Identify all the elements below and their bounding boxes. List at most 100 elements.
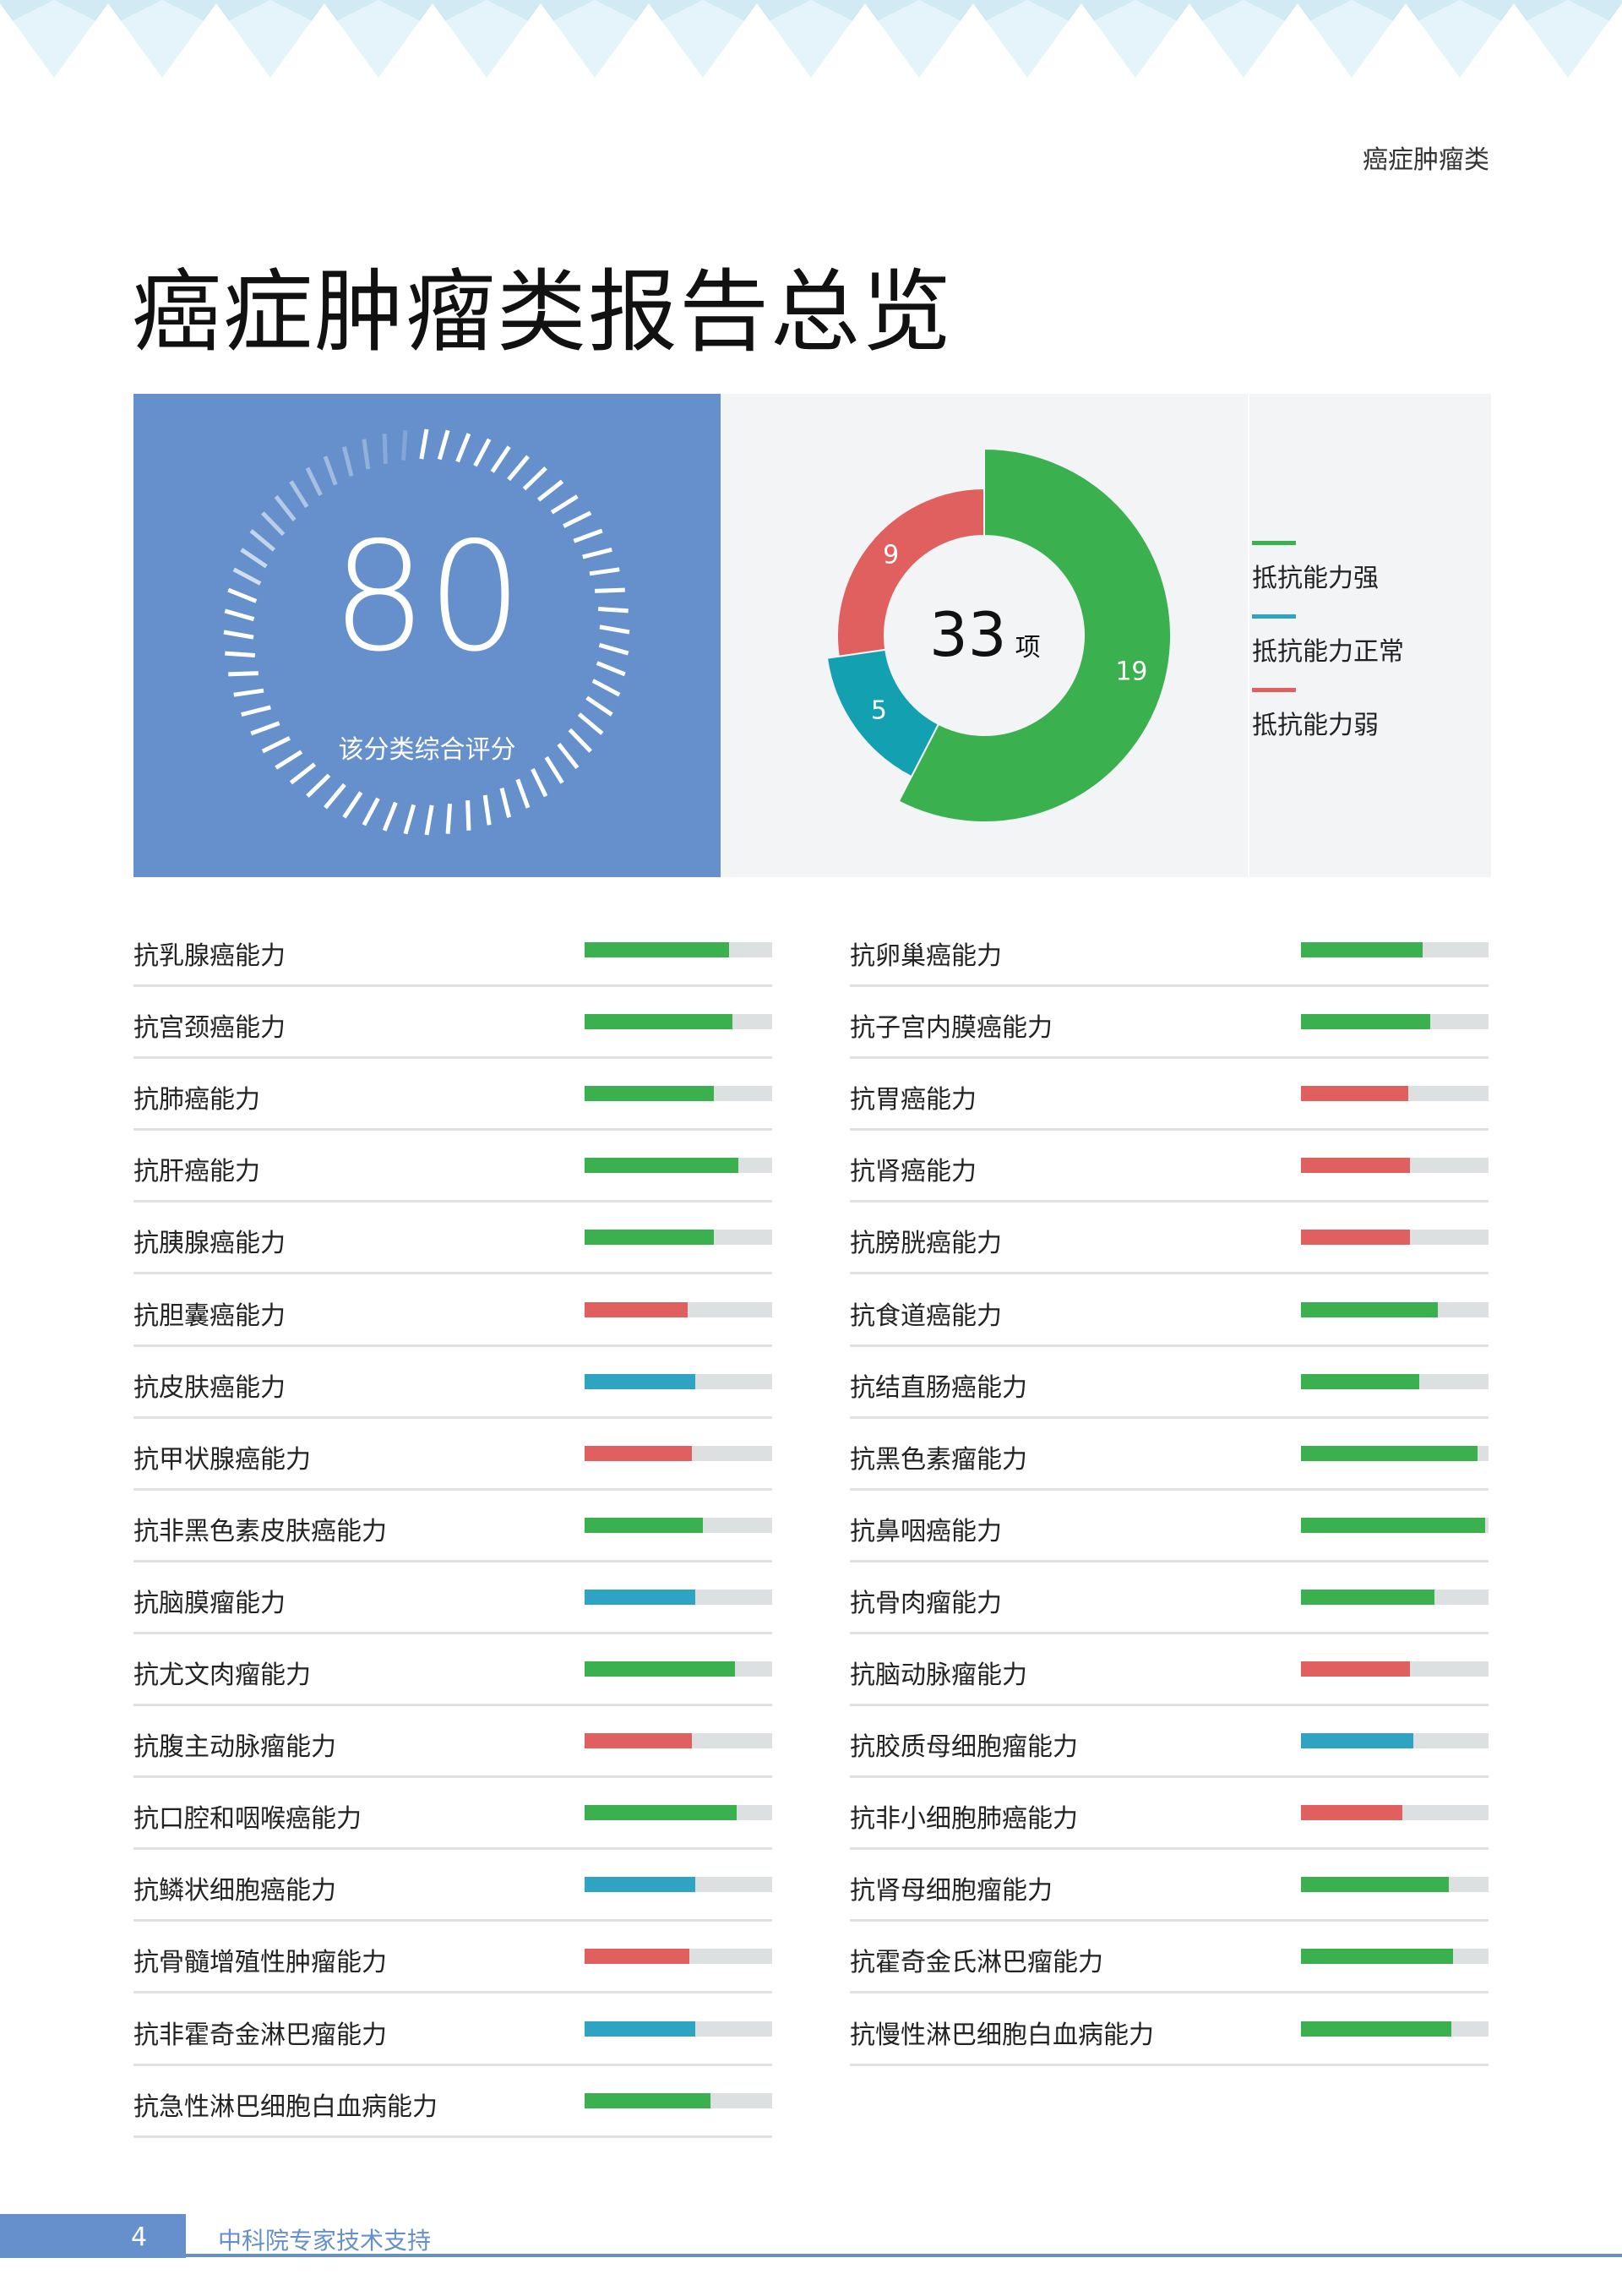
- gauge-tick: [305, 466, 323, 496]
- item-score-fill-strong: [585, 1014, 733, 1030]
- pattern-top-triangle: [1568, 0, 1622, 27]
- item-label: 抗宫颈癌能力: [133, 1013, 286, 1044]
- item-row: 抗鳞状细胞癌能力: [133, 1850, 772, 1922]
- pattern-white-triangle: [919, 3, 1027, 78]
- item-score-bar: [585, 2021, 772, 2037]
- panel-divider: [1248, 394, 1249, 877]
- item-score-bar: [585, 1158, 772, 1174]
- item-score-bar: [1301, 1877, 1489, 1893]
- gauge-tick: [550, 494, 579, 515]
- gauge-tick: [582, 547, 612, 559]
- item-score-bar: [1301, 1230, 1489, 1246]
- gauge-tick: [573, 528, 603, 543]
- item-score-fill-strong: [1301, 1301, 1439, 1317]
- donut-segment-normal: [825, 648, 940, 778]
- gauge-tick: [536, 479, 564, 502]
- item-score-bar: [1301, 1086, 1489, 1102]
- item-row: 抗宫颈癌能力: [133, 987, 772, 1060]
- item-row: 抗甲状腺癌能力: [133, 1419, 772, 1491]
- item-score-bar: [585, 1230, 772, 1246]
- item-score-bar: [1301, 1949, 1489, 1965]
- pattern-white-triangle: [1027, 3, 1135, 78]
- item-score-bar: [1301, 1733, 1489, 1749]
- gauge-tick: [240, 548, 268, 569]
- item-row: 抗子宫内膜癌能力: [850, 987, 1489, 1060]
- item-score-bar: [585, 1877, 772, 1893]
- item-row: 抗食道癌能力: [850, 1275, 1489, 1347]
- item-row: 抗肾母细胞瘤能力: [850, 1850, 1489, 1922]
- gauge-tick: [275, 750, 303, 770]
- total-value: 33: [929, 599, 1007, 670]
- item-score-bar: [585, 1014, 772, 1030]
- item-row: 抗慢性淋巴细胞白血病能力: [850, 1994, 1489, 2066]
- item-label: 抗肾母细胞瘤能力: [850, 1876, 1053, 1906]
- item-score-fill-weak: [1301, 1230, 1410, 1246]
- item-row: 抗肝癌能力: [133, 1131, 772, 1203]
- item-label: 抗鳞状细胞癌能力: [133, 1876, 336, 1906]
- item-score-fill-normal: [585, 1877, 695, 1893]
- item-score-fill-strong: [585, 1158, 739, 1174]
- gauge-tick: [490, 445, 511, 473]
- item-score-bar: [1301, 1445, 1489, 1461]
- item-label: 抗卵巢癌能力: [850, 941, 1002, 971]
- gauge-tick: [595, 587, 625, 593]
- item-row: 抗胶质母细胞瘤能力: [850, 1706, 1489, 1779]
- item-row: 抗口腔和咽喉癌能力: [133, 1778, 772, 1851]
- pattern-white-triangle: [1135, 3, 1244, 78]
- item-score-bar: [585, 1086, 772, 1102]
- gauge-tick: [544, 755, 564, 784]
- item-label: 抗乳腺癌能力: [133, 941, 286, 971]
- item-score-fill-strong: [1301, 1949, 1453, 1965]
- pattern-white-triangle: [595, 3, 703, 78]
- score-label: 该分类综合评分: [338, 735, 516, 765]
- gauge-tick: [223, 630, 254, 640]
- gauge-tick: [403, 804, 416, 835]
- item-score-fill-strong: [585, 1661, 735, 1677]
- item-row: 抗脑膜瘤能力: [133, 1562, 772, 1634]
- donut-segment-strong: [897, 447, 1172, 823]
- gauge-tick: [424, 804, 434, 836]
- pattern-white-triangle: [703, 3, 811, 78]
- item-score-bar: [585, 1589, 772, 1605]
- gauge-tick: [563, 510, 592, 528]
- gauge-tick: [306, 773, 331, 798]
- page-number: 4: [131, 2222, 148, 2252]
- gauge-tick: [324, 783, 346, 810]
- item-score-bar: [585, 1373, 772, 1389]
- item-row: 抗腹主动脉瘤能力: [133, 1706, 772, 1779]
- item-score-bar: [585, 1805, 772, 1821]
- item-row: 抗非霍奇金淋巴瘤能力: [133, 1994, 772, 2066]
- item-score-fill-strong: [1301, 1445, 1478, 1461]
- gauge-tick: [250, 721, 280, 736]
- gauge-tick: [227, 587, 258, 603]
- item-row: 抗胰腺癌能力: [133, 1203, 772, 1275]
- item-score-fill-normal: [585, 1589, 695, 1605]
- item-score-bar: [1301, 1301, 1489, 1317]
- item-label: 抗腹主动脉瘤能力: [133, 1732, 336, 1763]
- item-score-bar: [1301, 2021, 1489, 2037]
- item-label: 抗子宫内膜癌能力: [850, 1013, 1053, 1044]
- item-row: 抗膀胱癌能力: [850, 1203, 1489, 1275]
- pattern-band: [0, 0, 1622, 78]
- item-row: 抗尤文肉瘤能力: [133, 1634, 772, 1706]
- pattern-white-triangle: [378, 3, 487, 78]
- item-score-fill-strong: [1301, 1517, 1485, 1533]
- legend-label: 抵抗能力弱: [1252, 711, 1379, 740]
- footer-page-box: [0, 2214, 186, 2258]
- total-count: 33 项: [929, 604, 1041, 665]
- item-label: 抗口腔和咽喉癌能力: [133, 1804, 362, 1835]
- gauge-tick: [382, 801, 398, 832]
- item-row: 抗肺癌能力: [133, 1059, 772, 1132]
- legend-swatch-normal: [1252, 614, 1296, 619]
- total-unit: 项: [1015, 633, 1041, 663]
- item-score-fill-strong: [1301, 1373, 1419, 1389]
- item-row: 抗急性淋巴细胞白血病能力: [133, 2066, 772, 2138]
- donut-label-strong: 19: [1115, 657, 1147, 686]
- item-row: 抗霍奇金氏淋巴瘤能力: [850, 1922, 1489, 1994]
- pattern-white-triangle: [487, 3, 595, 78]
- gauge-tick: [400, 430, 408, 461]
- item-score-fill-strong: [585, 942, 729, 957]
- item-label: 抗鼻咽癌能力: [850, 1516, 1002, 1546]
- item-score-bar: [1301, 1014, 1489, 1030]
- item-score-bar: [585, 2092, 772, 2108]
